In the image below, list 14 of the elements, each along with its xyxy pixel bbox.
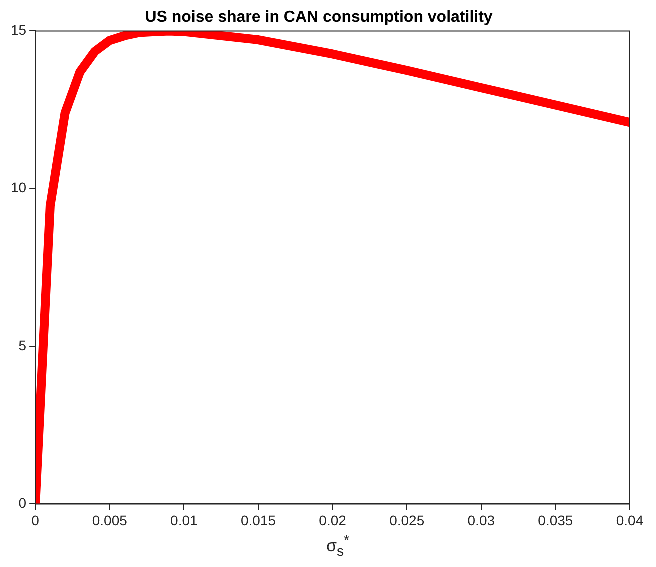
x-tick-label: 0.025	[390, 512, 425, 528]
x-tick-label: 0.005	[92, 512, 128, 528]
y-tick-label: 5	[18, 337, 27, 354]
y-tick-label: 0	[18, 495, 27, 512]
chart-title: US noise share in CAN consumption volatility	[145, 9, 493, 26]
y-tick-label: 15	[10, 22, 27, 38]
x-tick-label: 0.015	[240, 512, 276, 528]
x-tick-label: 0.01	[170, 512, 198, 528]
x-tick-label: 0	[32, 512, 40, 528]
x-tick-label: 0.035	[538, 512, 574, 528]
x-tick-label: 0.02	[319, 512, 347, 528]
x-tick-label: 0.04	[616, 512, 644, 528]
y-tick-label: 10	[10, 180, 27, 196]
x-tick-label: 0.03	[468, 512, 496, 528]
